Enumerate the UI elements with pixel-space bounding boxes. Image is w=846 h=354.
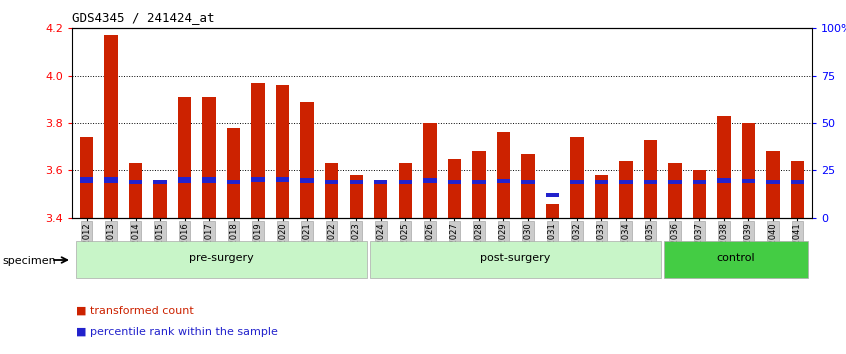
- Bar: [546, 193, 559, 197]
- Bar: [742, 123, 755, 218]
- Bar: [398, 163, 412, 218]
- Bar: [497, 132, 510, 218]
- Bar: [521, 179, 535, 184]
- Bar: [398, 179, 412, 184]
- Bar: [717, 116, 731, 218]
- Bar: [349, 175, 363, 218]
- Bar: [668, 179, 682, 184]
- Bar: [570, 179, 584, 184]
- Bar: [251, 177, 265, 182]
- Bar: [619, 179, 633, 184]
- Bar: [153, 179, 167, 184]
- Bar: [766, 179, 780, 184]
- Bar: [448, 159, 461, 218]
- Bar: [325, 163, 338, 218]
- Bar: [349, 179, 363, 184]
- Bar: [202, 177, 216, 183]
- Bar: [80, 137, 93, 218]
- Bar: [472, 152, 486, 218]
- Bar: [693, 170, 706, 218]
- Text: control: control: [717, 253, 755, 263]
- Bar: [791, 179, 805, 184]
- Text: ■ transformed count: ■ transformed count: [76, 305, 194, 315]
- Bar: [370, 241, 662, 278]
- Bar: [791, 161, 805, 218]
- Bar: [227, 179, 240, 184]
- Bar: [717, 178, 731, 183]
- Bar: [178, 177, 191, 183]
- Bar: [693, 179, 706, 184]
- Bar: [766, 152, 780, 218]
- Bar: [374, 179, 387, 184]
- Bar: [80, 177, 93, 183]
- Bar: [644, 139, 657, 218]
- Bar: [497, 179, 510, 183]
- Bar: [448, 179, 461, 184]
- Bar: [644, 179, 657, 184]
- Bar: [374, 182, 387, 218]
- Bar: [570, 137, 584, 218]
- Bar: [202, 97, 216, 218]
- Text: specimen: specimen: [3, 256, 57, 266]
- Bar: [472, 179, 486, 184]
- Bar: [276, 177, 289, 182]
- Bar: [104, 35, 118, 218]
- Text: GDS4345 / 241424_at: GDS4345 / 241424_at: [72, 11, 214, 24]
- Bar: [300, 102, 314, 218]
- Bar: [153, 182, 167, 218]
- Bar: [178, 97, 191, 218]
- Bar: [423, 178, 437, 183]
- Bar: [251, 83, 265, 218]
- Text: post-surgery: post-surgery: [481, 253, 551, 263]
- Text: ■ percentile rank within the sample: ■ percentile rank within the sample: [76, 326, 278, 337]
- Bar: [546, 204, 559, 218]
- Bar: [521, 154, 535, 218]
- Bar: [129, 163, 142, 218]
- Text: pre-surgery: pre-surgery: [189, 253, 254, 263]
- Bar: [423, 123, 437, 218]
- Bar: [742, 179, 755, 183]
- Bar: [619, 161, 633, 218]
- Bar: [300, 178, 314, 183]
- Bar: [595, 175, 608, 218]
- Bar: [664, 241, 809, 278]
- Bar: [276, 85, 289, 218]
- Bar: [75, 241, 367, 278]
- Bar: [325, 179, 338, 184]
- Bar: [595, 179, 608, 184]
- Bar: [227, 128, 240, 218]
- Bar: [104, 177, 118, 183]
- Bar: [129, 179, 142, 184]
- Bar: [668, 163, 682, 218]
